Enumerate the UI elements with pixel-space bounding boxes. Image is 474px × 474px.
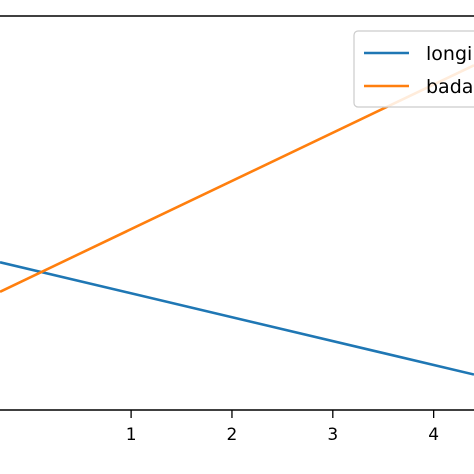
x-tick-label-1: 1 — [126, 425, 137, 445]
x-tick-label-3: 3 — [327, 425, 338, 445]
series-line-longi — [0, 260, 474, 376]
x-tick-label-4: 4 — [428, 425, 439, 445]
legend-label-bada: bada — [426, 76, 473, 98]
axes-frame — [0, 15, 474, 411]
legend-box — [353, 30, 474, 108]
x-axis-ticks: 1 2 3 4 — [126, 410, 439, 445]
legend-label-longi: longi — [426, 43, 472, 65]
x-tick-label-2: 2 — [227, 425, 238, 445]
legend: longi bada — [353, 30, 474, 108]
